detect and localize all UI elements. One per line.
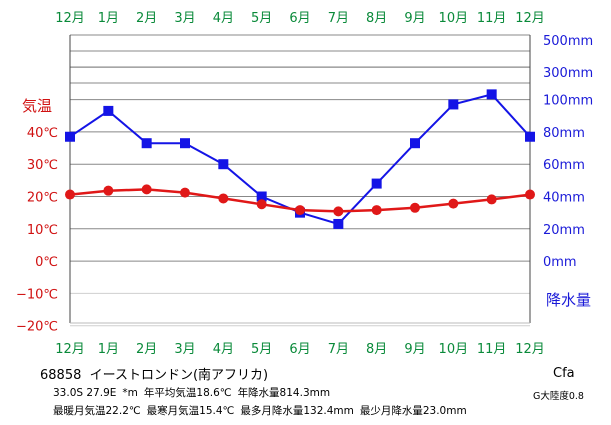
- month-label-top: 4月: [213, 11, 234, 26]
- month-label-top: 12月: [515, 11, 545, 26]
- temperature-point: [65, 189, 75, 200]
- station-info-row-2: 最暖月気温22.2℃ 最寒月気温15.4℃ 最多月降水量132.4mm 最少月降水量2…: [53, 403, 473, 418]
- month-label-bottom: 9月: [404, 342, 425, 357]
- precipitation-tick: 300mm: [543, 66, 593, 81]
- temperature-point: [103, 185, 114, 196]
- month-label-top: 3月: [174, 11, 195, 26]
- precipitation-point: [103, 105, 114, 116]
- bottom-month-labels: 12月 1月 2月 3月 4月 5月 6月 7月 8月 9月 10月 11月 12月: [55, 342, 545, 357]
- temperature-point: [448, 198, 459, 209]
- month-label-top: 2月: [136, 11, 157, 26]
- warmest-month: 最暖月気温22.2℃: [53, 405, 141, 417]
- precipitation-tick: 40mm: [543, 191, 585, 206]
- temperature-tick: 40℃: [27, 126, 58, 141]
- precipitation-tick: 20mm: [543, 223, 585, 238]
- precipitation-point: [525, 131, 535, 142]
- precipitation-point: [448, 99, 459, 110]
- month-label-top: 10月: [439, 11, 469, 26]
- precipitation-point: [371, 178, 382, 189]
- month-label-top: 6月: [289, 11, 310, 26]
- month-label-bottom: 11月: [477, 342, 507, 357]
- month-label-bottom: 12月: [55, 342, 85, 357]
- temperature-tick: 0℃: [35, 255, 58, 270]
- precipitation-point: [333, 218, 344, 229]
- temperature-point: [371, 205, 382, 216]
- month-label-bottom: 2月: [136, 342, 157, 357]
- temperature-axis-title: 気温: [22, 97, 52, 115]
- temperature-point: [525, 189, 535, 200]
- temperature-point: [256, 199, 267, 210]
- month-label-bottom: 5月: [251, 342, 272, 357]
- precipitation-tick-labels: 500mm 300mm 100mm 80mm 60mm 40mm 20mm 0mm: [543, 34, 593, 270]
- month-label-top: 11月: [477, 11, 507, 26]
- temperature-point: [333, 206, 344, 217]
- top-month-labels: 12月 1月 2月 3月 4月 5月 6月 7月 8月 9月 10月 11月 12月: [55, 11, 545, 26]
- temperature-tick: 20℃: [27, 191, 58, 206]
- annual-precip: 年降水量814.3mm: [237, 387, 331, 399]
- month-label-top: 7月: [328, 11, 349, 26]
- month-label-bottom: 12月: [515, 342, 545, 357]
- station-code: 68858: [40, 368, 82, 383]
- coldest-month: 最寒月気温15.4℃: [146, 405, 235, 417]
- month-label-top: 8月: [366, 11, 387, 26]
- precipitation-point: [410, 138, 420, 149]
- precipitation-point: [256, 191, 267, 202]
- annual-mean-temp: 年平均気温18.6℃: [143, 387, 232, 399]
- precipitation-tick: 100mm: [543, 94, 593, 109]
- temperature-point: [410, 202, 420, 213]
- driest-month: 最少月降水量23.0mm: [359, 405, 467, 417]
- station-info-row-1: 33.0S 27.9E *m 年平均気温18.6℃ 年降水量814.3mm: [53, 385, 336, 400]
- month-label-bottom: 1月: [98, 342, 119, 357]
- month-label-bottom: 8月: [366, 342, 387, 357]
- precipitation-point: [65, 131, 75, 142]
- month-label-top: 12月: [55, 11, 85, 26]
- precipitation-tick: 60mm: [543, 158, 585, 173]
- month-label-top: 1月: [98, 11, 119, 26]
- temperature-tick: 30℃: [27, 158, 58, 173]
- temperature-point: [295, 205, 305, 216]
- month-label-bottom: 6月: [289, 342, 310, 357]
- month-label-bottom: 7月: [328, 342, 349, 357]
- station-title: 68858 イーストロンドン(南アフリカ): [40, 364, 268, 383]
- precipitation-tick: 0mm: [543, 255, 577, 270]
- station-lat-lon: 33.0S 27.9E: [53, 387, 117, 399]
- month-label-bottom: 4月: [213, 342, 234, 357]
- wettest-month: 最多月降水量132.4mm: [240, 405, 354, 417]
- precipitation-tick: 80mm: [543, 126, 585, 141]
- precipitation-line: [69, 93, 531, 226]
- station-elevation: *m: [122, 387, 138, 399]
- precipitation-point: [180, 138, 190, 149]
- precipitation-point: [218, 159, 229, 170]
- temperature-tick: 10℃: [27, 223, 58, 238]
- temperature-point: [218, 193, 229, 204]
- month-label-bottom: 3月: [174, 342, 195, 357]
- temperature-tick-labels: 40℃ 30℃ 20℃ 10℃ 0℃ −10℃ −20℃: [16, 126, 58, 335]
- temperature-point: [141, 184, 152, 195]
- continentality-index: G大陸度0.8: [533, 391, 584, 402]
- precipitation-point: [141, 138, 152, 149]
- precipitation-tick: 500mm: [543, 34, 593, 49]
- station-name: イーストロンドン(南アフリカ): [89, 368, 269, 383]
- temperature-tick: −10℃: [16, 287, 58, 302]
- climate-class: Cfa: [553, 366, 575, 381]
- precipitation-axis-title: 降水量: [546, 291, 591, 309]
- temperature-tick: −20℃: [16, 320, 58, 335]
- temperature-point: [180, 187, 190, 198]
- grid-lines: [69, 34, 531, 327]
- month-label-top: 5月: [251, 11, 272, 26]
- temperature-series: [65, 184, 535, 217]
- month-label-top: 9月: [404, 11, 425, 26]
- precipitation-point: [486, 89, 497, 100]
- temperature-point: [486, 194, 497, 205]
- month-label-bottom: 10月: [439, 342, 469, 357]
